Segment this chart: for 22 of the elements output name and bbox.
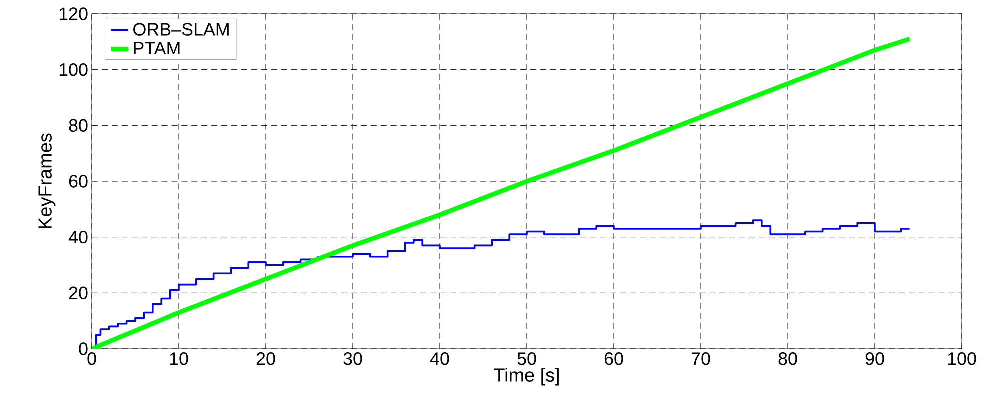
x-tick-label: 10 — [170, 352, 188, 366]
x-tick-label: 40 — [430, 352, 450, 366]
x-tick-label: 0 — [88, 352, 96, 366]
legend-label: ORB–SLAM — [134, 23, 229, 36]
x-tick-label: 100 — [948, 352, 976, 366]
x-tick-label: 30 — [344, 352, 362, 366]
x-tick-label: 50 — [518, 352, 536, 366]
y-tick-label: 20 — [69, 286, 88, 300]
y-tick-label: 40 — [68, 230, 88, 244]
x-tick-label: 20 — [256, 352, 276, 366]
y-tick-label: 80 — [69, 119, 88, 132]
x-tick-label: 70 — [692, 352, 710, 366]
y-tick-label: 60 — [69, 175, 88, 188]
y-axis-title: KeyFrames — [38, 134, 56, 228]
y-tick-label: 0 — [79, 342, 88, 356]
x-axis-title: Time [s] — [494, 368, 559, 386]
x-tick-label: 80 — [778, 352, 798, 366]
legend-label: PTAM — [134, 42, 180, 55]
y-tick-label: 100 — [60, 63, 88, 76]
x-tick-label: 60 — [604, 352, 624, 366]
y-tick-label: 120 — [60, 8, 88, 20]
x-tick-label: 90 — [866, 352, 884, 366]
